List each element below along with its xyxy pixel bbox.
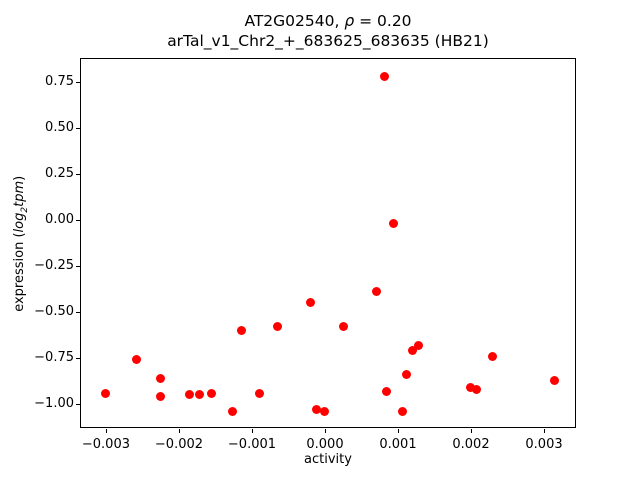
y-tick-label: −0.75 [34,350,74,366]
data-point [488,351,498,361]
y-tick-label: −0.50 [34,303,74,319]
data-point [413,340,423,350]
y-tick-label: 0.50 [45,119,74,135]
chart-title-line1: AT2G02540, ρ = 0.20 [244,12,412,30]
data-point [227,406,237,416]
x-tick-label: −0.001 [227,437,277,452]
x-tick-mark [470,429,472,433]
y-tick-label: 0.00 [45,211,74,227]
x-tick-label: 0.002 [452,437,490,452]
y-tick-mark [76,358,80,360]
x-tick-mark [324,429,326,433]
x-tick-mark [105,429,107,433]
chart-title-line2: arTal_v1_Chr2_+_683625_683635 (HB21) [167,32,489,50]
plot-area: −0.003 −0.002 −0.001 0.000 0.001 0.002 0.003 0.… [34,58,576,452]
data-point [311,405,321,415]
data-point [408,346,418,356]
y-tick-mark [76,127,80,129]
data-point [254,388,264,398]
y-tick-mark [76,265,80,267]
data-point [156,373,166,383]
y-tick-mark [76,219,80,221]
y-tick-label: −0.25 [34,257,74,273]
x-tick-label: 0.003 [525,437,563,452]
x-tick-label: −0.003 [81,437,130,452]
data-point [320,406,330,416]
y-tick-label: −1.00 [34,396,74,412]
data-point [397,406,407,416]
x-tick-mark [251,429,253,433]
data-point [549,375,559,385]
data-point [472,384,482,394]
data-point [339,322,349,332]
rho-symbol: ρ [344,12,355,30]
data-point [305,298,315,308]
data-point [156,392,166,402]
data-point [194,390,204,400]
data-point [100,388,110,398]
data-point [273,322,283,332]
x-tick-label: −0.002 [154,437,204,452]
y-axis-label: expression (log2tpm) [12,175,30,312]
y-tick-mark [76,173,80,175]
y-tick-mark [76,311,80,313]
x-tick-label: 0.000 [306,437,344,452]
data-point [381,386,391,396]
data-point [402,370,412,380]
x-tick-mark [544,429,545,433]
data-point [389,219,399,229]
data-point [466,383,476,392]
chart-title: AT2G02540, ρ = 0.20 arTal_v1_Chr2_+_6836… [80,11,576,51]
y-tick-label: 0.25 [45,165,74,181]
data-point [371,287,381,297]
x-tick-label: 0.001 [379,437,417,452]
x-axis-label: activity [304,452,352,467]
y-tick-mark [76,81,80,83]
x-tick-mark [397,429,399,433]
data-point [380,71,390,81]
data-point [132,355,142,365]
data-point [237,325,247,335]
y-tick-label: 0.75 [45,73,74,89]
data-point [184,390,194,400]
data-point [206,388,216,398]
y-tick-mark [76,404,80,406]
x-tick-mark [178,429,180,433]
